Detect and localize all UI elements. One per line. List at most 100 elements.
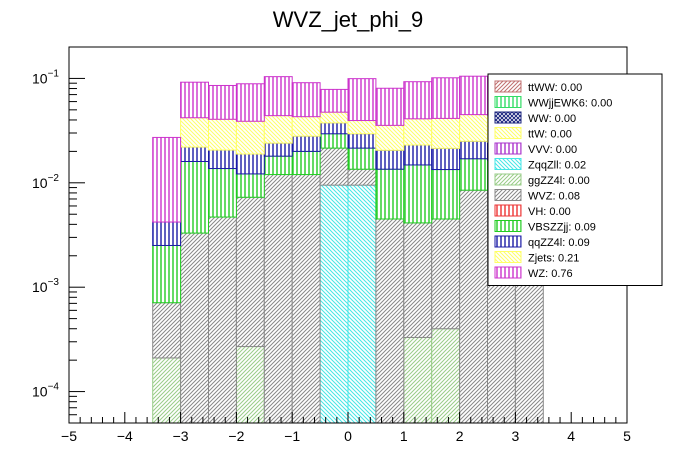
bar-vbszzjj-bin-9 bbox=[403, 164, 433, 224]
x-tick-label: 0 bbox=[344, 428, 352, 444]
chart-title: WVZ_jet_phi_9 bbox=[273, 7, 423, 32]
bar-zjets-bin-10 bbox=[431, 117, 461, 149]
legend-label-ggzz4l: ggZZ4l: 0.00 bbox=[528, 175, 590, 187]
bar-zjets-bin-1 bbox=[180, 117, 210, 148]
legend-swatch-ww bbox=[494, 111, 522, 124]
x-tick-label: −3 bbox=[173, 428, 189, 444]
bar-wz-bin-0 bbox=[152, 136, 182, 223]
bar-zjets-bin-7 bbox=[347, 120, 377, 135]
bar-wz-bin-4 bbox=[263, 76, 293, 117]
bar-wvz-bin-11 bbox=[459, 189, 489, 424]
legend-label-ww: WW: 0.00 bbox=[528, 113, 576, 125]
bar-wz-bin-7 bbox=[347, 78, 377, 122]
x-tick-label: −2 bbox=[228, 428, 244, 444]
bar-wvz-bin-4 bbox=[263, 174, 293, 424]
legend-label-vbszzjj: VBSZZjj: 0.09 bbox=[528, 222, 596, 234]
bar-wvz-bin-0 bbox=[152, 302, 182, 359]
bar-zqqzll-bin-6 bbox=[319, 184, 349, 424]
bar-qqzz4l-bin-1 bbox=[180, 146, 210, 163]
bar-qqzz4l-bin-11 bbox=[459, 140, 489, 160]
bar-ggzz4l-bin-3 bbox=[235, 346, 265, 424]
legend-label-ttw: ttW: 0.00 bbox=[528, 129, 572, 141]
bar-vbszzjj-bin-6 bbox=[319, 133, 349, 149]
bar-wvz-bin-8 bbox=[375, 218, 405, 424]
bar-wz-bin-1 bbox=[180, 81, 210, 119]
bar-wvz-bin-5 bbox=[291, 174, 321, 424]
legend-swatch-ttw bbox=[494, 127, 522, 139]
bar-qqzz4l-bin-5 bbox=[291, 135, 321, 152]
bar-qqzz4l-bin-0 bbox=[152, 221, 182, 246]
bar-qqzz4l-bin-6 bbox=[319, 122, 349, 135]
bar-ggzz4l-bin-9 bbox=[403, 336, 433, 424]
legend-swatch-zjets bbox=[494, 251, 522, 263]
x-tick-label: −4 bbox=[117, 428, 133, 444]
bar-zqqzll-bin-7 bbox=[347, 184, 377, 424]
bar-vbszzjj-bin-7 bbox=[347, 147, 377, 170]
bar-vbszzjj-bin-4 bbox=[263, 155, 293, 176]
bar-zjets-bin-2 bbox=[208, 118, 237, 151]
bar-qqzz4l-bin-4 bbox=[263, 142, 293, 157]
x-axis: −5 −4 −3 −2 −1 0 1 2 3 4 5 bbox=[61, 412, 631, 444]
bar-qqzz4l-bin-9 bbox=[403, 144, 433, 166]
bar-wz-bin-10 bbox=[431, 77, 461, 119]
bar-wz-bin-8 bbox=[375, 87, 405, 126]
bar-wz-bin-9 bbox=[403, 81, 433, 120]
y-tick-label: 10−3 bbox=[32, 277, 59, 295]
legend-label-wz: WZ: 0.76 bbox=[528, 268, 573, 280]
bar-wz-bin-11 bbox=[459, 75, 489, 116]
y-tick-label: 10−4 bbox=[32, 382, 59, 400]
bar-wvz-bin-9 bbox=[403, 222, 433, 338]
bar-ggzz4l-bin-10 bbox=[431, 328, 461, 424]
legend-swatch-wvz bbox=[494, 189, 522, 201]
legend-swatch-ggzz4l bbox=[494, 173, 522, 186]
bar-zjets-bin-9 bbox=[403, 118, 433, 146]
legend-swatch-wwjjewk6 bbox=[494, 96, 522, 108]
legend-swatch-vh bbox=[494, 204, 522, 217]
legend-swatch-ttww bbox=[494, 80, 522, 93]
bar-vbszzjj-bin-1 bbox=[180, 161, 210, 234]
bar-wvz-bin-2 bbox=[208, 216, 237, 424]
x-tick-label: −1 bbox=[284, 428, 300, 444]
bar-vbszzjj-bin-5 bbox=[291, 150, 321, 176]
bar-wz-bin-6 bbox=[319, 88, 349, 113]
x-tick-label: 2 bbox=[456, 428, 464, 444]
x-tick-label: 3 bbox=[512, 428, 520, 444]
bar-wz-bin-2 bbox=[208, 84, 237, 120]
bar-qqzz4l-bin-8 bbox=[375, 149, 405, 170]
legend-label-wvz: WVZ: 0.08 bbox=[528, 191, 580, 203]
y-axis: 10−4 10−3 10−2 10−1 bbox=[32, 46, 85, 424]
legend: ttWW: 0.00 WWjjEWK6: 0.00 WW: 0.00 ttW: 0.0… bbox=[487, 73, 663, 286]
x-tick-label: 4 bbox=[567, 428, 575, 444]
bar-qqzz4l-bin-10 bbox=[431, 147, 461, 171]
bar-vbszzjj-bin-3 bbox=[235, 173, 265, 198]
bar-qqzz4l-bin-2 bbox=[208, 149, 237, 170]
bar-wz-bin-5 bbox=[291, 82, 321, 118]
bar-wvz-bin-6 bbox=[319, 147, 349, 186]
x-tick-label: 1 bbox=[400, 428, 408, 444]
bar-wvz-bin-3 bbox=[235, 196, 265, 348]
legend-swatch-qqzz4l bbox=[494, 235, 522, 248]
legend-swatch-zqqzll bbox=[494, 158, 522, 170]
legend-label-vh: VH: 0.00 bbox=[528, 206, 571, 218]
bar-zjets-bin-3 bbox=[235, 120, 265, 155]
bar-zjets-bin-5 bbox=[291, 116, 321, 137]
bar-wvz-bin-10 bbox=[431, 218, 461, 330]
legend-label-ttww: ttWW: 0.00 bbox=[528, 82, 582, 94]
bar-vbszzjj-bin-2 bbox=[208, 168, 237, 218]
bar-vbszzjj-bin-8 bbox=[375, 168, 405, 220]
bar-zjets-bin-11 bbox=[459, 114, 489, 142]
x-tick-label: 5 bbox=[623, 428, 631, 444]
y-tick-label: 10−1 bbox=[32, 68, 59, 86]
bar-wvz-bin-7 bbox=[347, 168, 377, 186]
y-tick-label: 10−2 bbox=[32, 173, 59, 191]
legend-swatch-wz bbox=[494, 266, 522, 279]
legend-label-vvv: VVV: 0.00 bbox=[528, 144, 577, 156]
bar-ggzz4l-bin-0 bbox=[152, 357, 182, 424]
bar-qqzz4l-bin-3 bbox=[235, 153, 265, 175]
legend-swatch-vvv bbox=[494, 142, 522, 155]
bar-vbszzjj-bin-10 bbox=[431, 169, 461, 220]
bars-layer bbox=[152, 75, 544, 424]
legend-swatch-vbszzjj bbox=[494, 220, 522, 232]
bar-qqzz4l-bin-7 bbox=[347, 133, 377, 149]
